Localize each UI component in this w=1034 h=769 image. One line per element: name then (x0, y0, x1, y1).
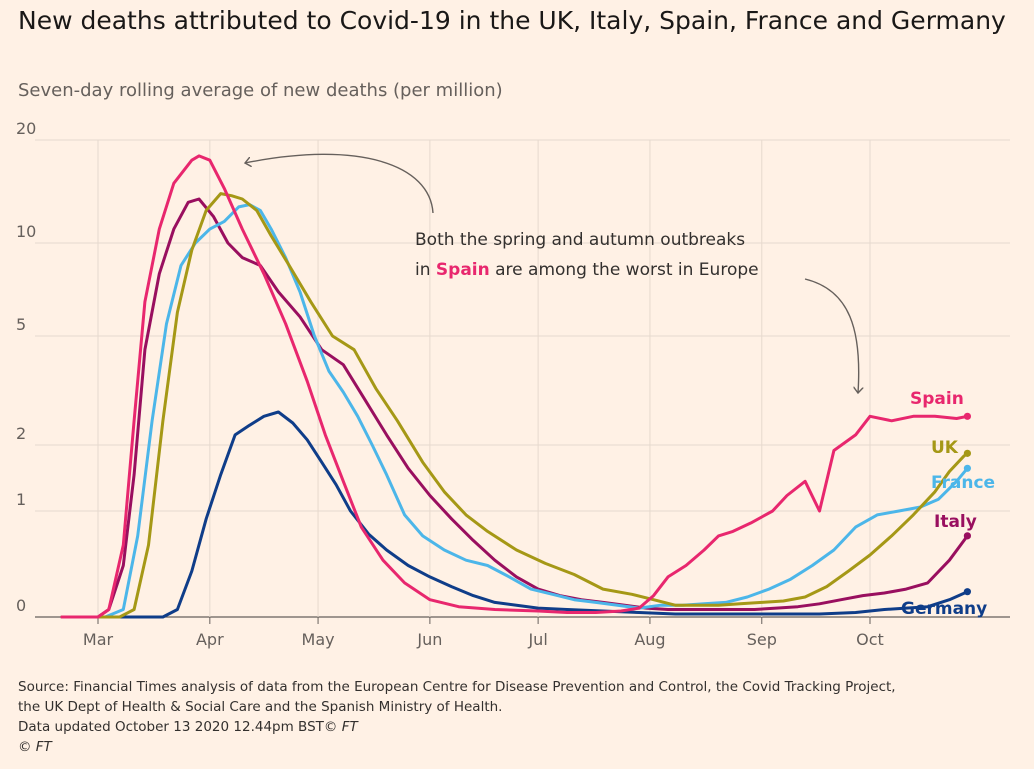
annotation-line1: Both the spring and autumn outbreaks (415, 230, 745, 250)
series-endpoint-italy (963, 532, 972, 540)
grid (35, 139, 1010, 618)
x-axis: Mar Apr May Jun Jul Aug Sep Oct (83, 617, 884, 649)
ft-mark: FT (341, 719, 358, 735)
series-lines (60, 154, 969, 619)
series-endpoint-france (963, 464, 972, 472)
source-line-1: Source: Financial Times analysis of data… (18, 679, 896, 695)
label-germany: Germany (901, 599, 987, 619)
x-tick-label: Mar (83, 630, 114, 649)
label-italy: Italy (934, 512, 977, 532)
x-tick-label: Jun (416, 630, 442, 649)
x-tick-label: Sep (747, 630, 777, 649)
y-tick-label: 5 (16, 315, 26, 334)
x-tick-label: Jul (527, 630, 547, 649)
label-spain: Spain (910, 389, 964, 409)
annotation-line2-pre: in (415, 260, 436, 280)
y-axis: 0 1 2 5 10 20 (16, 119, 36, 615)
y-tick-label: 10 (16, 222, 36, 241)
annotation-line2-post: are among the worst in Europe (490, 260, 759, 280)
annotation-arrow-spring (245, 153, 434, 214)
series-line-spain (60, 154, 969, 619)
updated-line: Data updated October 13 2020 12.44pm BST… (18, 717, 1018, 737)
line-chart: 0 1 2 5 10 20 Mar Apr May Jun Jul Aug Sep Oct Both t… (16, 119, 1010, 649)
updated-text: Data updated October 13 2020 12.44pm BST… (18, 719, 342, 735)
label-france: France (931, 473, 995, 493)
y-tick-label: 20 (16, 119, 36, 138)
label-uk: UK (931, 438, 959, 458)
annotation-text: Both the spring and autumn outbreaks (415, 230, 745, 250)
series-endpoint-uk (963, 449, 972, 457)
source-line-2: the UK Dept of Health & Social Care and … (18, 699, 503, 715)
series-endpoint-spain (963, 412, 972, 420)
footer: Source: Financial Times analysis of data… (18, 677, 1018, 757)
series-line-france (60, 203, 969, 619)
chart-title: New deaths attributed to Covid-19 in the… (18, 6, 1006, 35)
series-line-germany (60, 410, 969, 619)
y-tick-label: 1 (16, 490, 26, 509)
series-line-uk (60, 192, 969, 619)
annotation-arrow-autumn (804, 278, 859, 393)
copyright: © FT (18, 739, 52, 755)
x-tick-label: May (302, 630, 335, 649)
x-tick-label: Aug (634, 630, 665, 649)
series-line-italy (60, 197, 969, 619)
chart-subtitle: Seven-day rolling average of new deaths … (18, 80, 503, 101)
series-endpoint-germany (963, 588, 972, 596)
x-tick-label: Apr (196, 630, 224, 649)
y-tick-label: 0 (16, 596, 26, 615)
x-tick-label: Oct (856, 630, 884, 649)
annotation-spain-highlight: Spain (436, 260, 490, 280)
y-tick-label: 2 (16, 424, 26, 443)
series-endpoints (963, 412, 972, 596)
annotation-text-line2: in Spain are among the worst in Europe (415, 260, 759, 280)
